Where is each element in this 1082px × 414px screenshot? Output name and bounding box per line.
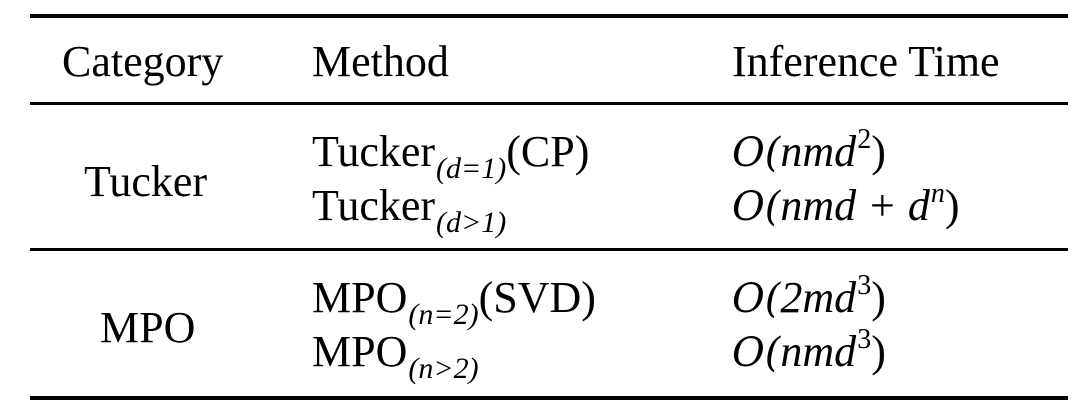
category-tucker: Tucker	[84, 157, 208, 206]
time-exponent: 2	[857, 124, 872, 155]
big-o-open: O(	[732, 130, 781, 176]
time-close: )	[944, 181, 960, 230]
method-cell: Tucker(d=1)(CP)	[312, 127, 590, 184]
time-cell: O(nmd3)	[732, 326, 886, 376]
time-exponent: 3	[857, 270, 872, 301]
time-body: nmd + d	[780, 181, 930, 230]
header-rule	[30, 102, 1068, 105]
category-mpo: MPO	[100, 303, 196, 352]
time-cell: O(2md3)	[732, 272, 886, 322]
big-o-open: O(	[732, 330, 781, 376]
method-suffix: (SVD)	[478, 273, 596, 322]
method-subscript: (n=2)	[408, 298, 479, 331]
time-close: )	[871, 127, 886, 176]
time-close: )	[871, 327, 886, 376]
group-rule	[30, 248, 1068, 251]
method-cell: Tucker(d>1)	[312, 181, 506, 238]
header-category: Category	[62, 37, 224, 86]
header-inference-time: Inference Time	[732, 37, 1000, 86]
method-subscript: (n>2)	[408, 352, 479, 385]
method-name: Tucker	[312, 181, 436, 230]
method-subscript: (d>1)	[436, 206, 507, 239]
header-method: Method	[312, 37, 449, 86]
time-body: nmd	[780, 327, 857, 376]
time-cell: O(nmd + dn)	[732, 180, 960, 230]
method-cell: MPO(n>2)	[312, 327, 479, 384]
top-rule	[30, 14, 1068, 18]
method-cell: MPO(n=2)(SVD)	[312, 273, 596, 330]
time-cell: O(nmd2)	[732, 126, 886, 176]
method-name: MPO	[312, 327, 408, 376]
big-o-open: O(	[732, 184, 781, 230]
bottom-rule	[30, 396, 1068, 400]
big-o-open: O(	[732, 276, 781, 322]
time-body: 2md	[780, 273, 857, 322]
time-exponent: 3	[857, 324, 872, 355]
time-body: nmd	[780, 127, 857, 176]
method-name: MPO	[312, 273, 408, 322]
time-close: )	[871, 273, 886, 322]
method-subscript: (d=1)	[436, 152, 507, 185]
method-suffix: (CP)	[506, 127, 590, 176]
method-name: Tucker	[312, 127, 436, 176]
time-exponent: n	[930, 178, 945, 209]
